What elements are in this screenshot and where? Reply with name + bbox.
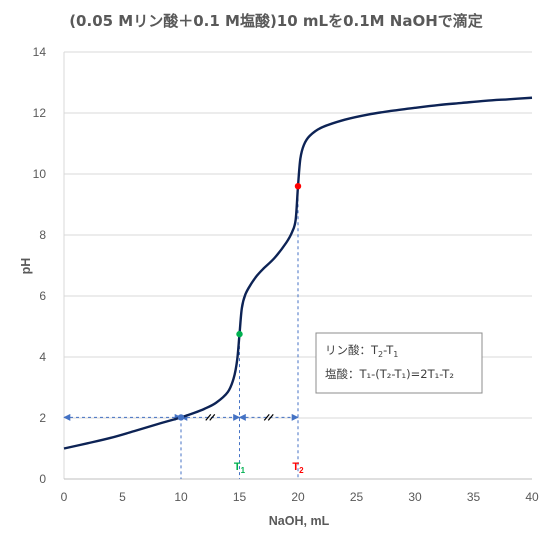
x-tick-label: 25 — [350, 490, 364, 504]
x-tick-label: 35 — [467, 490, 481, 504]
green-point — [236, 330, 243, 338]
axes — [63, 52, 532, 480]
x-axis-label: NaOH, mL — [269, 514, 330, 528]
x-tick-label: 40 — [525, 490, 539, 504]
equivalence-points — [177, 183, 302, 421]
marker-label-t1: T1 — [234, 461, 246, 475]
y-tick-label: 6 — [39, 289, 46, 303]
x-tick-label: 0 — [61, 490, 68, 504]
guide-lines — [63, 186, 299, 479]
equal-mark — [209, 414, 216, 421]
x-tick-label: 5 — [119, 490, 126, 504]
y-tick-label: 4 — [39, 350, 46, 364]
y-tick-label: 8 — [39, 228, 46, 242]
x-tick-label: 10 — [174, 490, 188, 504]
blue-point — [177, 414, 185, 421]
chart-title: (0.05 Mリン酸＋0.1 M塩酸)10 mLを0.1M NaOHで滴定 — [69, 12, 483, 30]
x-tick-label: 30 — [408, 490, 422, 504]
y-tick-label: 2 — [39, 411, 46, 425]
x-tick-label: 20 — [291, 490, 305, 504]
equal-mark — [267, 414, 274, 421]
y-tick-label: 0 — [39, 472, 46, 486]
marker-label-t2: T2 — [292, 461, 304, 475]
annotation-box — [315, 332, 483, 394]
red-point — [294, 183, 302, 190]
y-tick-label: 14 — [33, 45, 47, 59]
x-tick-label: 15 — [233, 490, 247, 504]
tick-labels: 0 2 4 6 8 10 12 14 0 5 10 15 20 25 30 35 40 — [33, 45, 539, 504]
titration-curve — [63, 96, 533, 450]
equal-mark — [263, 414, 270, 421]
y-tick-label: 10 — [33, 167, 47, 181]
y-axis-label: pH — [19, 258, 33, 275]
annotation-line-1: リン酸：T2-T1 — [325, 343, 398, 359]
y-tick-label: 12 — [33, 106, 47, 120]
marker-labels: T1 T2 — [234, 461, 304, 475]
annotation-line-2: 塩酸：T₁-(T₂-T₁)=2T₁-T₂ — [325, 367, 454, 381]
equal-mark — [205, 414, 212, 421]
